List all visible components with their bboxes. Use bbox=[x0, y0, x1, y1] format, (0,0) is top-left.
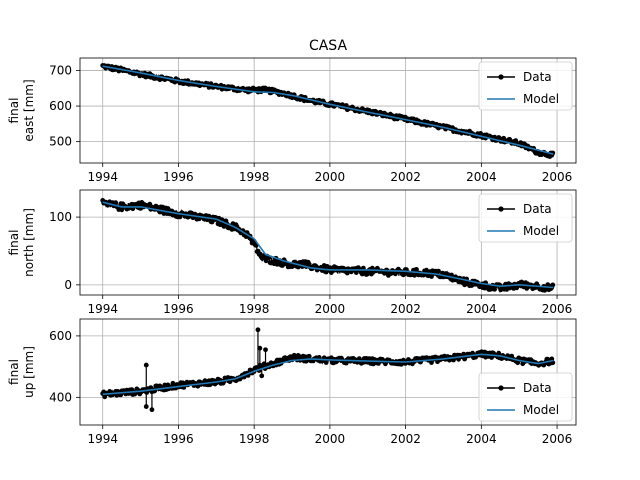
x-tick-label: 1994 bbox=[87, 432, 118, 446]
legend-marker bbox=[498, 206, 504, 212]
y-tick-label: 0 bbox=[64, 278, 72, 292]
y-axis-label: east [mm] bbox=[22, 79, 36, 141]
x-tick-label: 2002 bbox=[390, 302, 421, 316]
x-tick-label: 2006 bbox=[542, 170, 573, 184]
y-axis-label: final bbox=[7, 230, 21, 256]
chart-panel-3: 1994 1996 1998 2000 2002 2004 2006 400 600 final u… bbox=[7, 318, 577, 446]
data-point bbox=[496, 350, 502, 356]
x-tick-label: 1996 bbox=[163, 302, 194, 316]
data-point bbox=[170, 380, 176, 386]
model-series-line bbox=[102, 65, 554, 155]
x-tick-label: 1994 bbox=[87, 170, 118, 184]
x-tick-label: 1994 bbox=[87, 302, 118, 316]
y-axis-label: north [mm] bbox=[22, 208, 36, 277]
data-point bbox=[414, 267, 419, 272]
legend: Data Model bbox=[478, 193, 573, 243]
outlier-point bbox=[257, 345, 263, 351]
outlier-point bbox=[143, 404, 149, 409]
x-tick-label: 1998 bbox=[239, 170, 270, 184]
x-tick-label: 2006 bbox=[542, 432, 573, 446]
y-axis-label: up [mm] bbox=[22, 346, 36, 398]
x-tick-label: 2004 bbox=[466, 170, 497, 184]
legend-entry-label: Data bbox=[523, 70, 552, 84]
figure-title: CASA bbox=[309, 38, 347, 54]
legend: Data Model bbox=[478, 61, 573, 111]
data-point bbox=[436, 268, 441, 274]
legend-box bbox=[478, 372, 573, 422]
y-tick-label: 700 bbox=[49, 63, 72, 77]
x-tick-label: 1998 bbox=[239, 432, 270, 446]
model-series-line bbox=[102, 353, 554, 396]
y-tick-label: 600 bbox=[49, 329, 72, 343]
y-tick-label: 500 bbox=[49, 135, 72, 149]
y-tick-label: 400 bbox=[49, 390, 72, 404]
plot-area bbox=[100, 198, 556, 294]
data-point bbox=[429, 274, 434, 279]
y-axis-label: final bbox=[7, 98, 21, 124]
data-point bbox=[113, 200, 119, 206]
legend-box bbox=[478, 193, 573, 243]
x-tick-label: 2002 bbox=[390, 432, 421, 446]
legend: Data Model bbox=[478, 372, 573, 422]
axes-frame bbox=[79, 318, 577, 426]
legend-entry-label: Data bbox=[523, 202, 552, 216]
model-series-line bbox=[102, 201, 554, 289]
x-tick-label: 2006 bbox=[542, 302, 573, 316]
axes-frame bbox=[79, 189, 577, 296]
y-tick-label: 600 bbox=[49, 99, 72, 113]
legend-entry-label: Data bbox=[523, 381, 552, 395]
data-point bbox=[519, 279, 525, 285]
y-axis-label: final bbox=[7, 359, 21, 385]
x-tick-label: 2002 bbox=[390, 170, 421, 184]
legend-box bbox=[478, 61, 573, 111]
legend-entry-label: Model bbox=[523, 224, 559, 238]
chart-panel-1: 1994 1996 1998 2000 2002 2004 2006 500 600 700 fin… bbox=[7, 57, 577, 184]
x-tick-label: 2000 bbox=[315, 302, 346, 316]
data-point bbox=[515, 360, 521, 366]
data-point bbox=[306, 353, 312, 359]
data-point bbox=[353, 270, 359, 275]
outlier-point bbox=[143, 362, 149, 368]
legend-entry-label: Model bbox=[523, 92, 559, 106]
x-tick-label: 1996 bbox=[163, 432, 194, 446]
data-point bbox=[263, 258, 269, 264]
outlier-point bbox=[255, 327, 261, 333]
data-point bbox=[550, 282, 556, 288]
x-tick-label: 1998 bbox=[239, 302, 270, 316]
chart-panel-2: 1994 1996 1998 2000 2002 2004 2006 0 100 final nor… bbox=[7, 189, 577, 316]
y-tick-label: 100 bbox=[49, 210, 72, 224]
x-tick-label: 2004 bbox=[466, 432, 497, 446]
outlier-point bbox=[263, 347, 268, 353]
data-point bbox=[424, 267, 429, 273]
x-tick-label: 1996 bbox=[163, 170, 194, 184]
outlier-point bbox=[149, 407, 155, 413]
x-tick-label: 2000 bbox=[315, 170, 346, 184]
legend-entry-label: Model bbox=[523, 403, 559, 417]
x-tick-label: 2004 bbox=[466, 302, 497, 316]
plot-area bbox=[100, 62, 556, 160]
plot-area bbox=[100, 327, 556, 413]
legend-marker bbox=[498, 74, 504, 80]
x-tick-label: 2000 bbox=[315, 432, 346, 446]
axes-frame bbox=[79, 57, 577, 164]
outlier-point bbox=[259, 373, 265, 379]
legend-marker bbox=[498, 385, 504, 391]
